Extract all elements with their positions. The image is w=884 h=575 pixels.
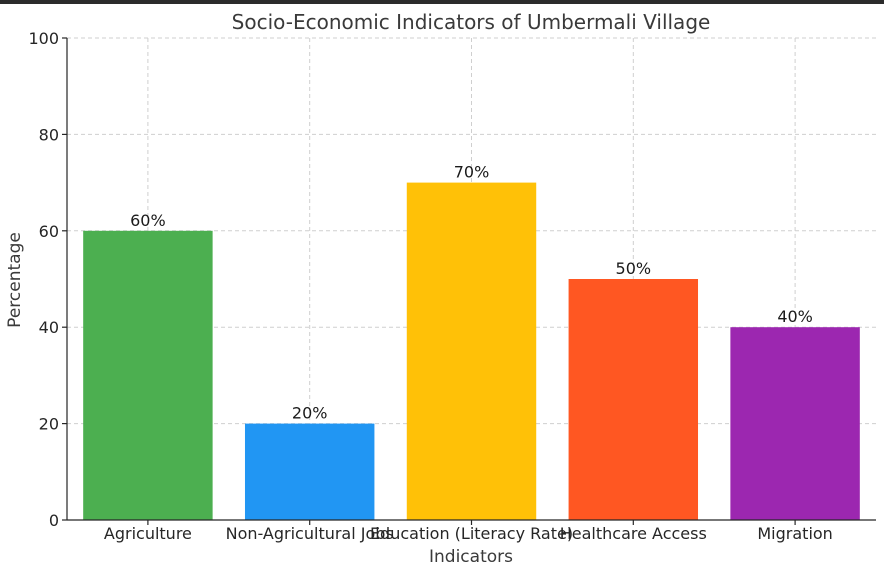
y-axis-label: Percentage	[5, 232, 25, 328]
x-tick-label: Healthcare Access	[560, 524, 707, 543]
window-top-bar	[0, 0, 884, 4]
x-tick-label: Education (Literacy Rate)	[370, 524, 573, 543]
y-tick-label: 80	[39, 125, 59, 144]
x-tick-labels: Agriculture Non-Agricultural JobsEducatio…	[104, 524, 833, 543]
bar	[244, 423, 375, 520]
y-tick-label: 40	[39, 318, 59, 337]
y-tick-label: 60	[39, 222, 59, 241]
bar-value-label: 60%	[130, 211, 166, 230]
chart-title: Socio-Economic Indicators of Umbermali V…	[232, 10, 711, 34]
bar	[568, 279, 699, 520]
bar	[730, 327, 860, 520]
x-tick-label: Migration	[757, 524, 832, 543]
bar-value-label: 70%	[454, 163, 490, 182]
bar-value-label: 40%	[777, 307, 813, 326]
y-tick-label: 100	[28, 29, 59, 48]
bars	[83, 182, 860, 521]
bar-value-label: 20%	[292, 404, 328, 423]
y-tick-label: 20	[39, 415, 59, 434]
x-tick-label: Non-Agricultural Jobs	[226, 524, 394, 543]
bar	[406, 182, 537, 520]
x-axis-label: Indicators	[429, 547, 513, 567]
x-tick-label: Agriculture	[104, 524, 192, 543]
y-tick-labels: 0 20 40 60 80 100	[28, 29, 59, 530]
data-labels: 60% 20% 70% 50% 40%	[130, 163, 813, 423]
bar	[83, 230, 213, 521]
bar-value-label: 50%	[616, 259, 652, 278]
y-tick-label: 0	[49, 511, 59, 530]
axes	[62, 37, 876, 525]
